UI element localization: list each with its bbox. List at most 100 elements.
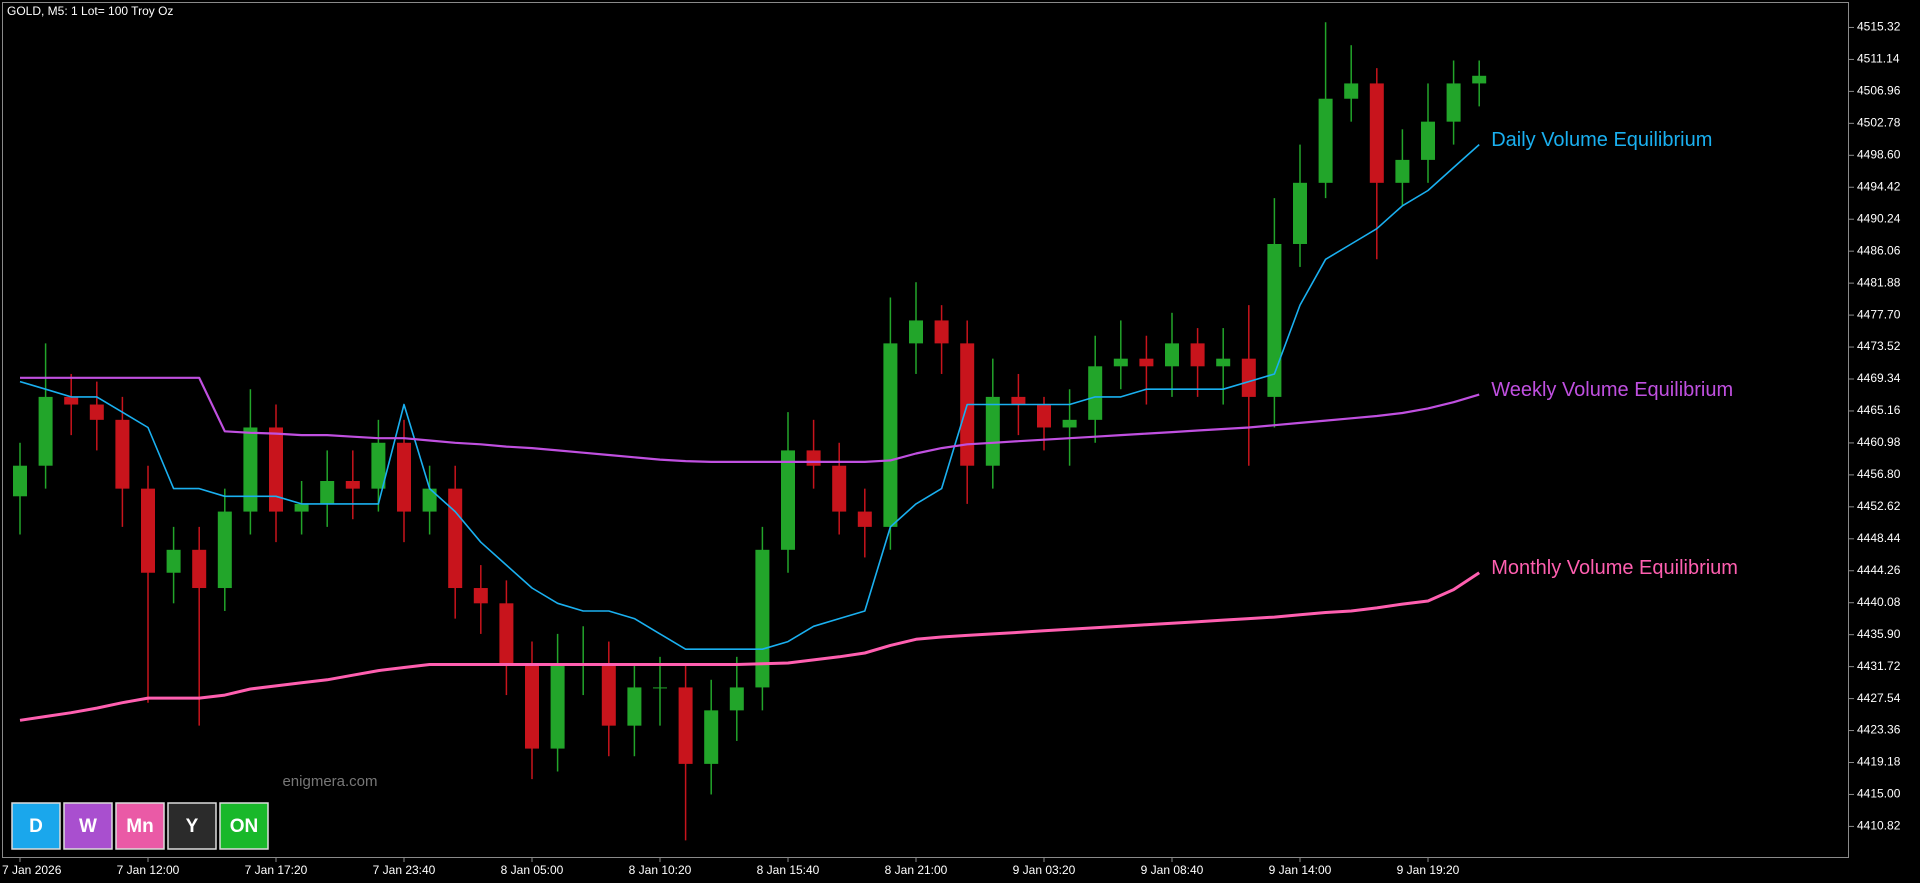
x-tick-label: 9 Jan 08:40 — [1141, 863, 1204, 877]
candles — [13, 22, 1487, 841]
candle-body — [1318, 98, 1333, 183]
y-tick-label: 4440.08 — [1857, 595, 1901, 609]
candle-body — [345, 480, 360, 489]
toggle-button-label[interactable]: Mn — [126, 816, 153, 837]
candle-body — [320, 480, 335, 504]
toggle-button[interactable] — [11, 802, 61, 850]
candle-body — [89, 404, 104, 420]
candle-body — [985, 396, 1000, 466]
candle-body — [909, 320, 923, 344]
x-tick-label: 8 Jan 10:20 — [629, 863, 692, 877]
candle-body — [832, 465, 847, 512]
candle-body — [755, 549, 770, 688]
indicator-line — [19, 144, 1480, 650]
y-tick-label: 4481.88 — [1857, 275, 1901, 289]
indicator-line — [19, 571, 1481, 722]
y-tick-label: 4498.60 — [1857, 147, 1901, 161]
candle-body — [934, 320, 949, 344]
candle-body — [1139, 358, 1154, 367]
y-tick-label: 4469.34 — [1857, 371, 1901, 385]
x-tick-label: 9 Jan 03:20 — [1013, 863, 1076, 877]
candle-body — [269, 427, 283, 512]
candle-body — [192, 549, 207, 589]
candle-body — [1472, 75, 1487, 84]
x-tick-label: 9 Jan 14:00 — [1269, 863, 1332, 877]
y-tick-label: 4448.44 — [1857, 531, 1901, 545]
y-tick-label: 4511.14 — [1857, 52, 1900, 66]
y-tick-label: 4490.24 — [1857, 211, 1901, 225]
candle-body — [1369, 83, 1384, 183]
candle-body — [653, 687, 667, 689]
symbol-info: GOLD, M5: 1 Lot= 100 Troy Oz — [7, 4, 173, 18]
y-tick-label: 4415.00 — [1857, 787, 1901, 801]
y-tick-label: 4502.78 — [1857, 116, 1901, 130]
candle-body — [1011, 396, 1026, 405]
candle-body — [729, 687, 744, 711]
candle-body — [1088, 366, 1103, 420]
candle-body — [115, 419, 130, 489]
x-tick-label: 8 Jan 05:00 — [501, 863, 564, 877]
candle-body — [627, 687, 642, 726]
candle-body — [525, 664, 539, 749]
candle-body — [883, 343, 898, 527]
y-tick-label: 4419.18 — [1857, 755, 1901, 769]
toggle-button-label[interactable]: ON — [230, 816, 259, 837]
candle-body — [806, 450, 821, 466]
candle-body — [166, 549, 181, 573]
candle-body — [499, 603, 514, 665]
toggle-button[interactable] — [115, 802, 165, 850]
toggle-button[interactable] — [219, 802, 269, 850]
line-label: Monthly Volume Equilibrium — [1491, 557, 1738, 579]
candle-body — [217, 511, 232, 589]
y-tick-label: 4460.98 — [1857, 435, 1901, 449]
candle-body — [1216, 358, 1231, 367]
candle-body — [704, 710, 719, 764]
candle-body — [371, 442, 386, 489]
line-label: Daily Volume Equilibrium — [1491, 129, 1712, 151]
y-tick-label: 4431.72 — [1857, 659, 1901, 673]
candle-body — [1113, 358, 1128, 367]
x-tick-label: 7 Jan 12:00 — [117, 863, 180, 877]
y-tick-label: 4435.90 — [1857, 627, 1901, 641]
candle-body — [781, 450, 795, 550]
candle-body — [397, 442, 411, 512]
x-tick-label: 7 Jan 23:40 — [373, 863, 436, 877]
candle-body — [1421, 121, 1435, 160]
candle-body — [1267, 243, 1282, 397]
candle-body — [1395, 159, 1410, 183]
y-tick-label: 4427.54 — [1857, 691, 1901, 705]
candle-body — [857, 511, 872, 527]
candle-body — [678, 687, 693, 764]
candle-body — [141, 488, 155, 573]
toggle-button-label[interactable]: D — [29, 816, 43, 837]
toggle-button[interactable] — [167, 802, 217, 850]
candle-body — [1293, 182, 1307, 244]
y-tick-label: 4444.26 — [1857, 563, 1901, 577]
indicator-line — [20, 376, 1480, 463]
candle-body — [64, 396, 79, 405]
y-tick-label: 4473.52 — [1857, 339, 1901, 353]
x-tick-label: 9 Jan 19:20 — [1397, 863, 1460, 877]
y-tick-label: 4456.80 — [1857, 467, 1901, 481]
candle-body — [550, 664, 565, 749]
candle-body — [1241, 358, 1256, 397]
candle-body — [13, 465, 27, 497]
candle-body — [1037, 404, 1051, 428]
y-tick-label: 4494.42 — [1857, 179, 1901, 193]
candle-body — [448, 488, 463, 589]
candle-body — [1446, 83, 1461, 122]
toggle-button-label[interactable]: Y — [186, 816, 199, 837]
plot-border — [2, 2, 1849, 858]
line-label: Weekly Volume Equilibrium — [1491, 379, 1733, 401]
y-tick-label: 4477.70 — [1857, 307, 1901, 321]
toggle-button[interactable] — [63, 802, 113, 850]
toggle-button-label[interactable]: W — [79, 816, 97, 837]
candle-body — [294, 503, 309, 512]
x-tick-label: 7 Jan 2026 — [2, 863, 62, 877]
candle-body — [38, 396, 53, 466]
candle-body — [1344, 83, 1359, 99]
candle-body — [1165, 343, 1179, 367]
candle-body — [1062, 419, 1077, 428]
